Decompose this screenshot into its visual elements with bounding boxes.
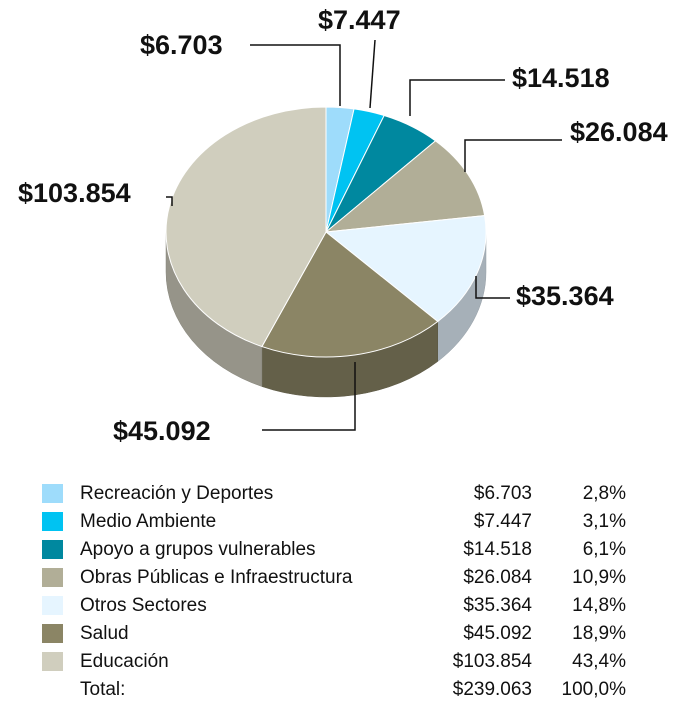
legend-share: 14,8% bbox=[572, 595, 626, 616]
legend-share: 43,4% bbox=[572, 651, 626, 672]
pie-slice bbox=[261, 231, 439, 358]
legend-label: Medio Ambiente bbox=[80, 511, 216, 532]
pie-slice bbox=[324, 140, 486, 233]
legend-value: $26.084 bbox=[463, 567, 532, 588]
legend-share: 18,9% bbox=[572, 623, 626, 644]
leader-line bbox=[166, 196, 173, 206]
legend-value: $7.447 bbox=[474, 511, 532, 532]
data-label: $14.518 bbox=[512, 63, 610, 93]
total-share: 100,0% bbox=[562, 679, 627, 700]
legend-swatch bbox=[42, 624, 63, 643]
total-value: $239.063 bbox=[453, 679, 532, 700]
legend-value: $45.092 bbox=[463, 623, 532, 644]
legend-label: Obras Públicas e Infraestructura bbox=[80, 567, 353, 588]
leader-line bbox=[369, 39, 376, 109]
leader-line bbox=[475, 276, 510, 299]
legend-swatch bbox=[42, 484, 63, 503]
legend-swatch bbox=[42, 568, 63, 587]
legend-value: $14.518 bbox=[463, 539, 532, 560]
legend-share: 10,9% bbox=[572, 567, 626, 588]
legend-label: Educación bbox=[80, 651, 169, 672]
data-label: $103.854 bbox=[18, 178, 131, 208]
leader-line bbox=[262, 362, 356, 431]
data-label: $35.364 bbox=[516, 281, 614, 311]
legend-share: 3,1% bbox=[583, 511, 626, 532]
legend-share: 6,1% bbox=[583, 539, 626, 560]
legend-swatch bbox=[42, 540, 63, 559]
leader-line bbox=[464, 139, 562, 172]
legend-label: Recreación y Deportes bbox=[80, 483, 273, 504]
legend-swatch bbox=[42, 652, 63, 671]
legend-swatch bbox=[42, 512, 63, 531]
legend-label: Salud bbox=[80, 623, 129, 644]
data-label: $7.447 bbox=[318, 5, 401, 35]
data-label: $45.092 bbox=[113, 416, 211, 446]
leader-line bbox=[409, 79, 505, 116]
legend-swatch bbox=[42, 596, 63, 615]
pie-slice bbox=[165, 106, 327, 348]
legend-value: $35.364 bbox=[463, 595, 532, 616]
data-label: $6.703 bbox=[140, 30, 223, 60]
legend-label: Otros Sectores bbox=[80, 595, 207, 616]
total-label: Total: bbox=[80, 679, 125, 700]
data-label: $26.084 bbox=[570, 117, 668, 147]
legend-value: $6.703 bbox=[474, 483, 532, 504]
leader-line bbox=[250, 44, 341, 106]
legend-value: $103.854 bbox=[453, 651, 533, 672]
legend-share: 2,8% bbox=[583, 483, 626, 504]
legend-label: Apoyo a grupos vulnerables bbox=[80, 539, 316, 560]
pie-slice bbox=[324, 215, 487, 323]
